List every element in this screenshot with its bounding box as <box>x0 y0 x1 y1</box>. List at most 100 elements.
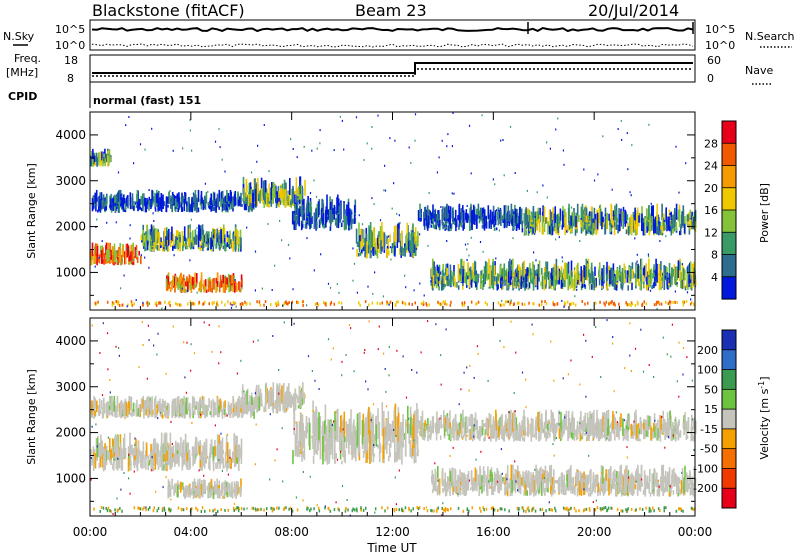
echo-cell <box>532 227 534 234</box>
ground-scatter-cell <box>358 301 360 305</box>
echo-cell <box>322 435 324 465</box>
echo-cell <box>506 421 509 429</box>
echo-cell <box>235 406 238 412</box>
scatter-point <box>338 203 340 206</box>
ground-scatter-cell <box>603 301 605 305</box>
echo-cell <box>345 432 348 449</box>
scatter-point <box>186 290 188 293</box>
echo-cell <box>664 224 667 231</box>
echo-cell <box>134 247 137 258</box>
echo-cell <box>301 223 304 228</box>
echo-cell <box>643 284 646 289</box>
ground-scatter-cell <box>316 302 318 305</box>
ground-scatter-cell <box>552 302 555 306</box>
echo-cell <box>219 398 222 410</box>
echo-cell <box>240 397 242 409</box>
scatter-point <box>94 265 96 268</box>
scatter-point <box>123 274 125 277</box>
scatter-point <box>394 139 396 142</box>
echo-cell <box>520 276 523 289</box>
echo-cell <box>200 238 203 250</box>
echo-cell <box>628 414 631 427</box>
echo-cell <box>546 217 548 224</box>
echo-cell <box>358 235 361 253</box>
echo-cell <box>325 431 327 460</box>
echo-cell <box>540 281 542 287</box>
scatter-point <box>562 260 564 263</box>
echo-cell <box>268 183 271 202</box>
ground-scatter-cell <box>604 303 606 307</box>
scatter-point <box>356 291 358 294</box>
scatter-point <box>230 306 233 309</box>
ground-scatter-cell <box>176 303 179 306</box>
echo-cell <box>186 206 188 212</box>
echo-cell <box>206 409 209 417</box>
echo-cell <box>560 270 562 280</box>
echo-cell <box>115 196 117 203</box>
echo-cell <box>657 224 660 235</box>
echo-cell <box>115 434 117 453</box>
echo-cell <box>209 281 212 292</box>
echo-cell <box>393 241 395 256</box>
echo-cell <box>206 405 209 412</box>
echo-cell <box>112 197 114 211</box>
echo-cell <box>532 261 534 278</box>
echo-cell <box>111 246 114 256</box>
echo-cell <box>98 159 100 166</box>
echo-cell <box>661 203 663 221</box>
echo-cell <box>285 198 288 207</box>
scatter-point <box>133 258 135 261</box>
echo-cell <box>670 211 672 220</box>
echo-cell <box>506 268 508 276</box>
echo-cell <box>118 465 121 469</box>
echo-cell <box>186 281 189 292</box>
echo-cell <box>560 432 563 439</box>
scatter-point <box>584 285 586 288</box>
echo-cell <box>328 432 330 464</box>
scatter-point <box>339 115 341 118</box>
scatter-point <box>211 235 213 237</box>
echo-cell <box>102 259 104 264</box>
echo-cell <box>189 409 191 419</box>
echo-cell <box>647 425 649 438</box>
ground-scatter-cell <box>227 300 229 304</box>
echo-cell <box>142 441 145 455</box>
echo-cell <box>494 210 497 226</box>
echo-cell <box>390 424 392 448</box>
ground-scatter-cell <box>277 302 279 306</box>
echo-cell <box>296 199 299 220</box>
echo-cell <box>689 279 692 283</box>
echo-cell <box>196 452 199 455</box>
scatter-point <box>190 218 192 221</box>
ground-scatter-cell <box>325 301 327 305</box>
echo-cell <box>643 265 646 278</box>
echo-cell <box>461 258 463 277</box>
echo-cell <box>585 215 588 223</box>
echo-cell <box>505 205 507 221</box>
scatter-point <box>225 207 227 210</box>
echo-cell <box>326 438 328 444</box>
echo-cell <box>98 203 100 212</box>
echo-cell <box>194 229 197 245</box>
scatter-point <box>358 240 360 243</box>
echo-cell <box>515 280 518 287</box>
echo-cell <box>177 282 179 288</box>
echo-cell <box>413 414 415 448</box>
echo-cell <box>436 264 439 276</box>
echo-cell <box>601 211 603 230</box>
echo-cell <box>363 246 365 252</box>
echo-cell <box>216 281 219 287</box>
echo-cell <box>197 245 200 250</box>
echo-cell <box>449 410 451 426</box>
echo-cell <box>215 201 217 213</box>
echo-cell <box>176 206 178 210</box>
scatter-point <box>507 300 509 303</box>
echo-cell <box>139 404 141 418</box>
echo-cell <box>133 409 135 416</box>
scatter-point <box>361 223 364 226</box>
echo-cell <box>102 455 105 470</box>
echo-cell <box>441 269 444 279</box>
echo-cell <box>523 213 526 224</box>
echo-cell <box>166 450 168 461</box>
ground-scatter-cell <box>643 300 645 304</box>
